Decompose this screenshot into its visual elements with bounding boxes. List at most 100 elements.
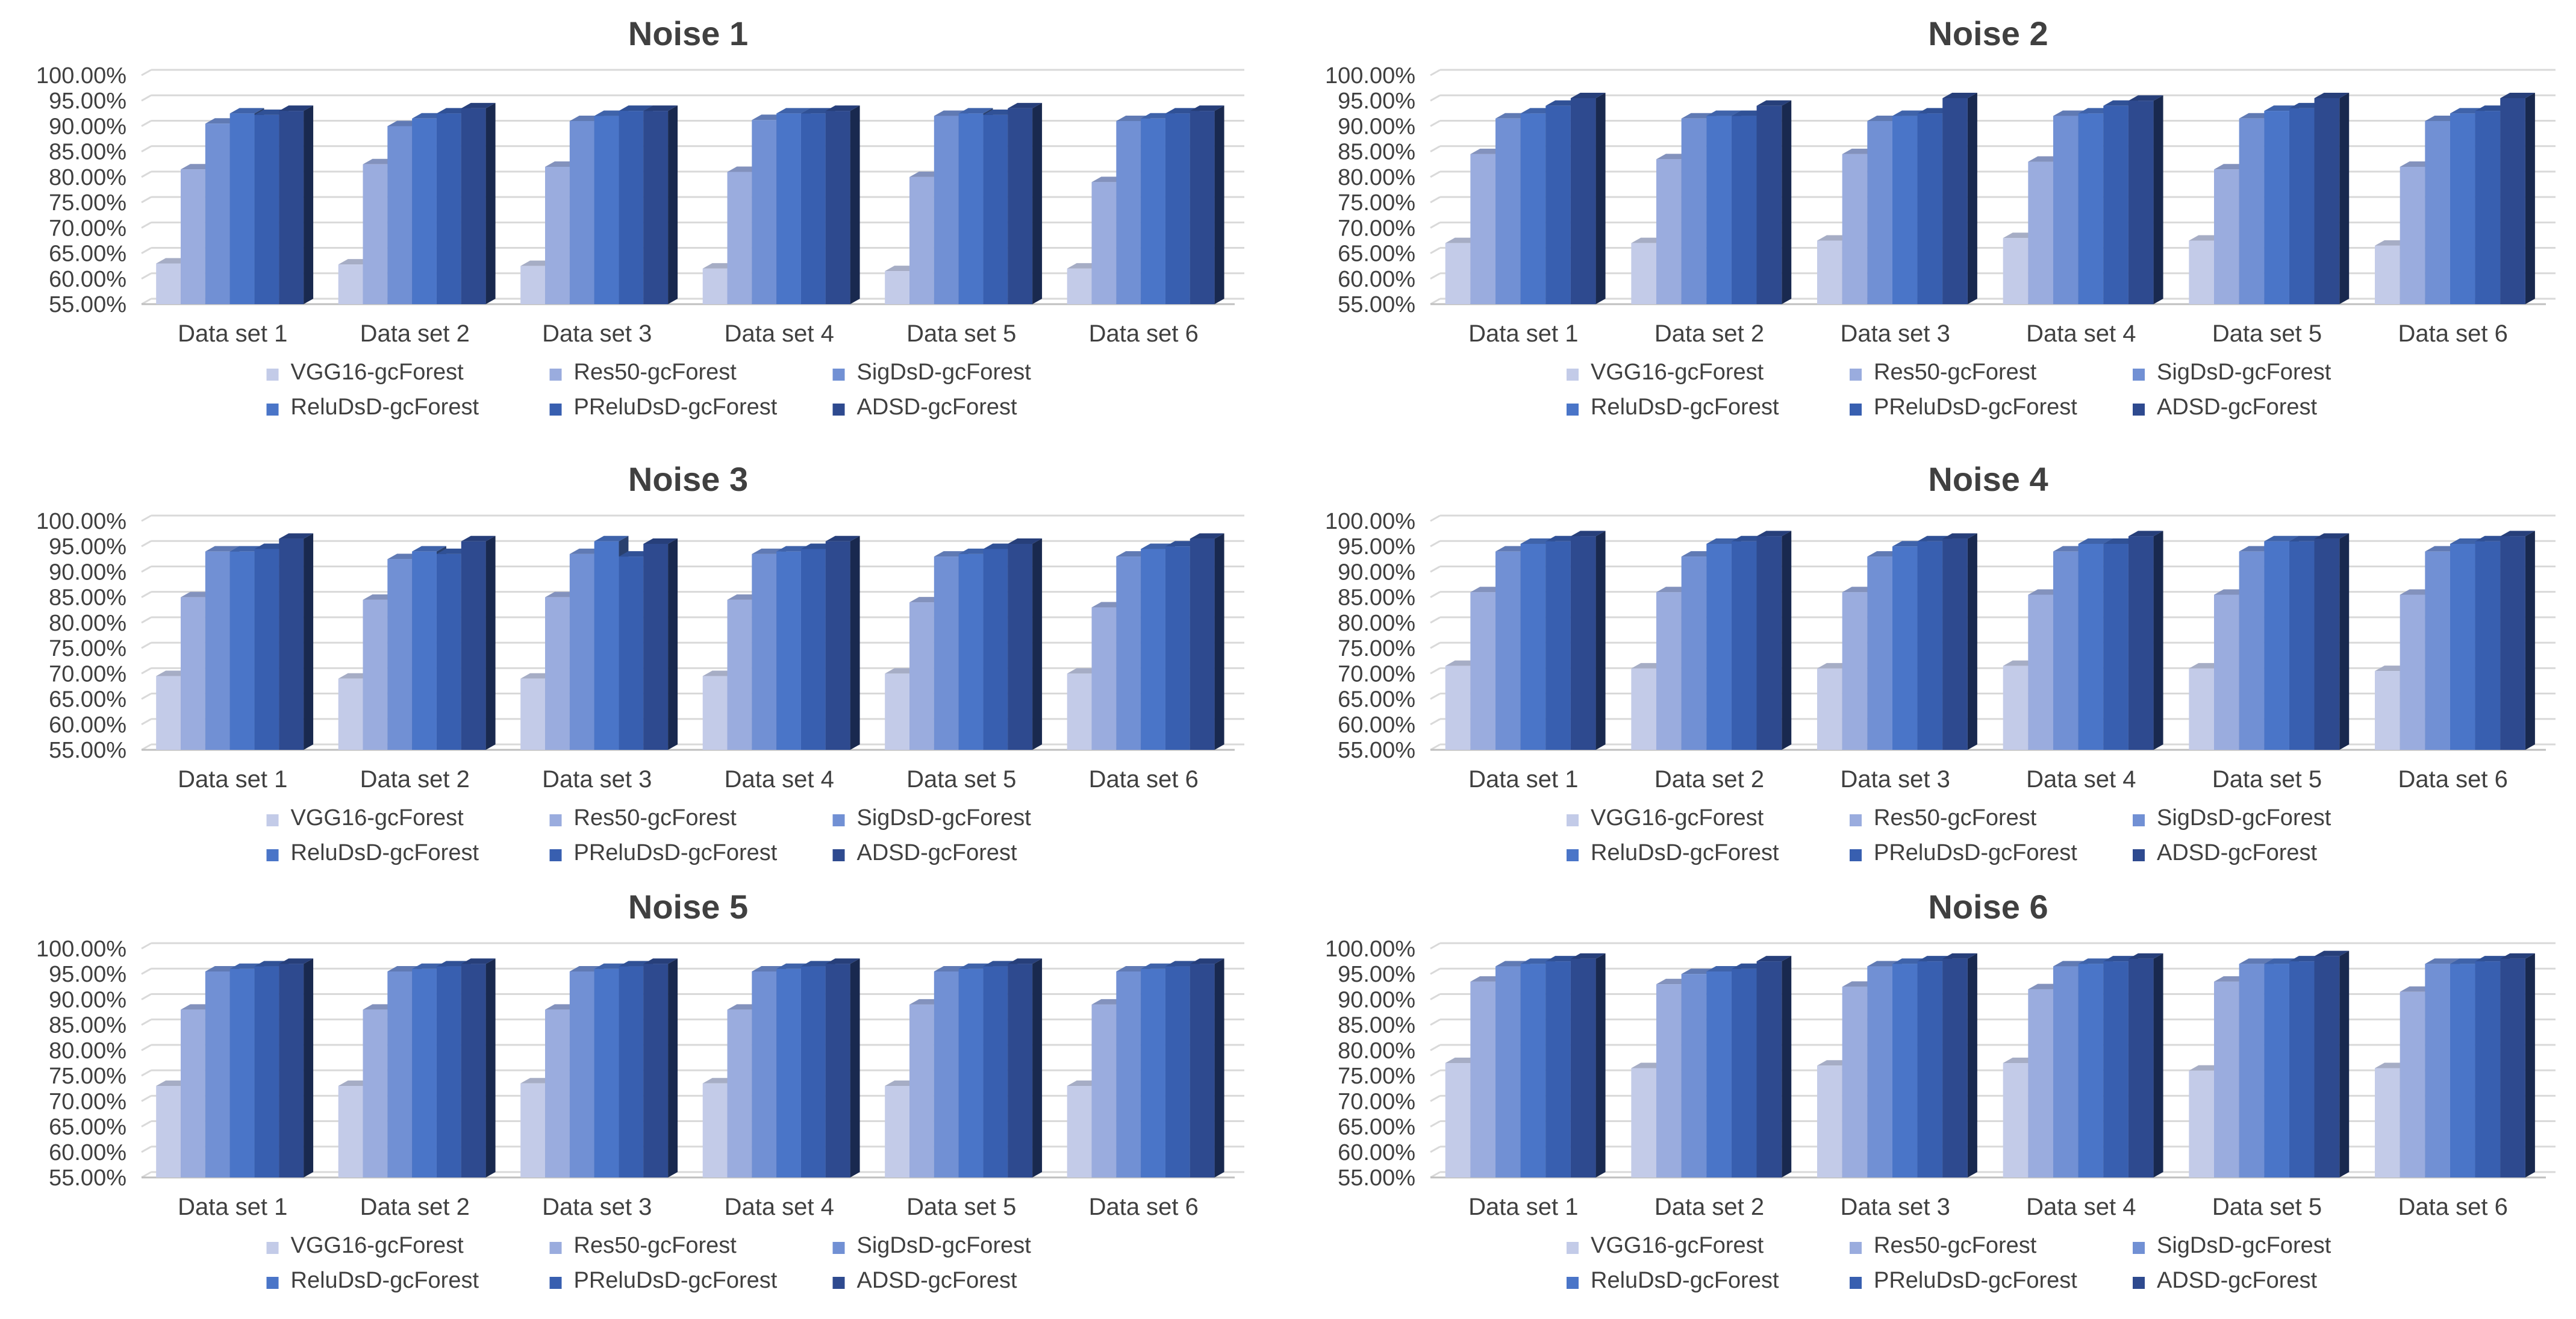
- bar-front: [1867, 966, 1892, 1177]
- x-category-label: Data set 4: [725, 766, 834, 793]
- bar-top: [1756, 531, 1792, 537]
- bar-front: [569, 971, 594, 1177]
- y-tick-label: 70.00%: [1338, 1089, 1415, 1114]
- y-tick-label: 90.00%: [1338, 560, 1415, 585]
- bar-front: [1520, 113, 1546, 305]
- bar-top: [2239, 958, 2274, 964]
- bar-side: [850, 535, 860, 750]
- bar-front: [619, 966, 644, 1177]
- bar-side: [850, 105, 860, 304]
- bar-front: [2053, 116, 2079, 305]
- bar-front: [643, 964, 669, 1177]
- bar-front: [1942, 98, 1968, 304]
- x-category-label: Data set 1: [1468, 1194, 1578, 1220]
- bar-front: [2425, 551, 2450, 750]
- bar-ADSD-gcForest-3: [643, 105, 678, 304]
- bar-top: [279, 533, 314, 539]
- bar-top: [1190, 105, 1224, 111]
- bar-ADSD-gcForest-4: [2128, 953, 2163, 1177]
- bar-ADSD-gcForest-4: [2128, 531, 2163, 750]
- bar-ADSD-gcForest-6: [1190, 533, 1224, 750]
- bar-front: [2078, 113, 2104, 305]
- bar-front: [1756, 105, 1782, 304]
- gridline-depth: [141, 591, 152, 598]
- bar-ADSD-gcForest-1: [279, 105, 314, 304]
- gridline-depth: [141, 1095, 152, 1102]
- y-tick-label: 75.00%: [49, 636, 126, 661]
- bar-top: [1190, 958, 1224, 964]
- bar-front: [643, 544, 669, 750]
- bar-front: [2314, 98, 2340, 304]
- legend-swatch: [2133, 1242, 2145, 1254]
- bar-front: [1116, 121, 1141, 304]
- x-category-label: Data set 5: [2212, 320, 2322, 347]
- bar-front: [1756, 536, 1782, 750]
- bar-front: [436, 966, 461, 1177]
- y-tick-label: 100.00%: [1325, 509, 1415, 534]
- bar-side: [304, 105, 314, 304]
- bar-front: [461, 108, 486, 304]
- bar-front: [885, 1086, 910, 1177]
- x-category-label: Data set 5: [2212, 1194, 2322, 1220]
- bar-front: [2400, 991, 2425, 1177]
- legend-swatch: [1850, 404, 1862, 416]
- bar-top: [2314, 533, 2350, 539]
- gridline-depth: [141, 1120, 152, 1127]
- bar-front: [205, 123, 230, 304]
- chart-title: Noise 3: [628, 460, 748, 498]
- x-category-label: Data set 4: [725, 320, 834, 347]
- bar-front: [436, 553, 461, 750]
- bar-front: [1091, 607, 1117, 750]
- bar-front: [229, 113, 255, 305]
- legend-item-label: Res50-gcForest: [574, 805, 737, 831]
- bar-top: [1190, 533, 1224, 539]
- bar-front: [983, 966, 1008, 1177]
- y-tick-label: 90.00%: [49, 560, 126, 585]
- y-tick-label: 75.00%: [49, 190, 126, 216]
- bar-side: [1782, 956, 1792, 1177]
- bar-front: [156, 263, 181, 304]
- bar-front: [545, 597, 570, 750]
- bar-front: [461, 964, 486, 1177]
- chart-title: Noise 2: [1928, 14, 2048, 52]
- bar-front: [1917, 541, 1943, 750]
- bar-front: [338, 678, 363, 750]
- x-category-label: Data set 3: [1841, 320, 1950, 347]
- y-tick-label: 90.00%: [1338, 987, 1415, 1012]
- bar-ADSD-gcForest-3: [1942, 533, 1977, 750]
- y-tick-label: 95.00%: [1338, 534, 1415, 560]
- y-tick-label: 80.00%: [1338, 611, 1415, 636]
- legend-item-label: VGG16-gcForest: [291, 805, 464, 831]
- bar-front: [619, 111, 644, 304]
- bar-front: [1631, 1068, 1657, 1177]
- legend-swatch: [266, 814, 279, 826]
- bar-front: [1520, 964, 1546, 1177]
- bar-front: [752, 553, 777, 750]
- bar-front: [958, 968, 984, 1177]
- chart-panel-6: Noise 6 55.00%60.00%65.00%70.00%75.00%80.…: [1325, 888, 2556, 1293]
- legend-item-label: ReluDsD-gcForest: [291, 840, 479, 865]
- gridline-depth: [1430, 616, 1441, 624]
- y-tick-label: 90.00%: [49, 987, 126, 1012]
- bar-front: [2264, 111, 2289, 304]
- legend-item-label: ReluDsD-gcForest: [1591, 1268, 1779, 1293]
- bar-front: [2375, 245, 2400, 304]
- bar-side: [668, 105, 678, 304]
- bar-top: [643, 538, 678, 544]
- gridline-depth: [141, 145, 152, 152]
- bar-front: [156, 676, 181, 750]
- y-tick-label: 55.00%: [49, 292, 126, 317]
- bar-front: [594, 541, 619, 750]
- bar-front: [800, 113, 826, 305]
- legend-swatch: [1567, 1242, 1579, 1254]
- y-tick-label: 65.00%: [1338, 687, 1415, 713]
- bar-front: [1942, 538, 1968, 750]
- bar-top: [205, 546, 240, 552]
- y-tick-label: 65.00%: [1338, 1115, 1415, 1140]
- legend-swatch: [1567, 369, 1579, 381]
- legend-item-label: ReluDsD-gcForest: [291, 1268, 479, 1293]
- x-category-label: Data set 1: [1468, 320, 1578, 347]
- bar-front: [2003, 666, 2029, 750]
- bar-top: [1008, 538, 1043, 544]
- bar-front: [1470, 592, 1495, 750]
